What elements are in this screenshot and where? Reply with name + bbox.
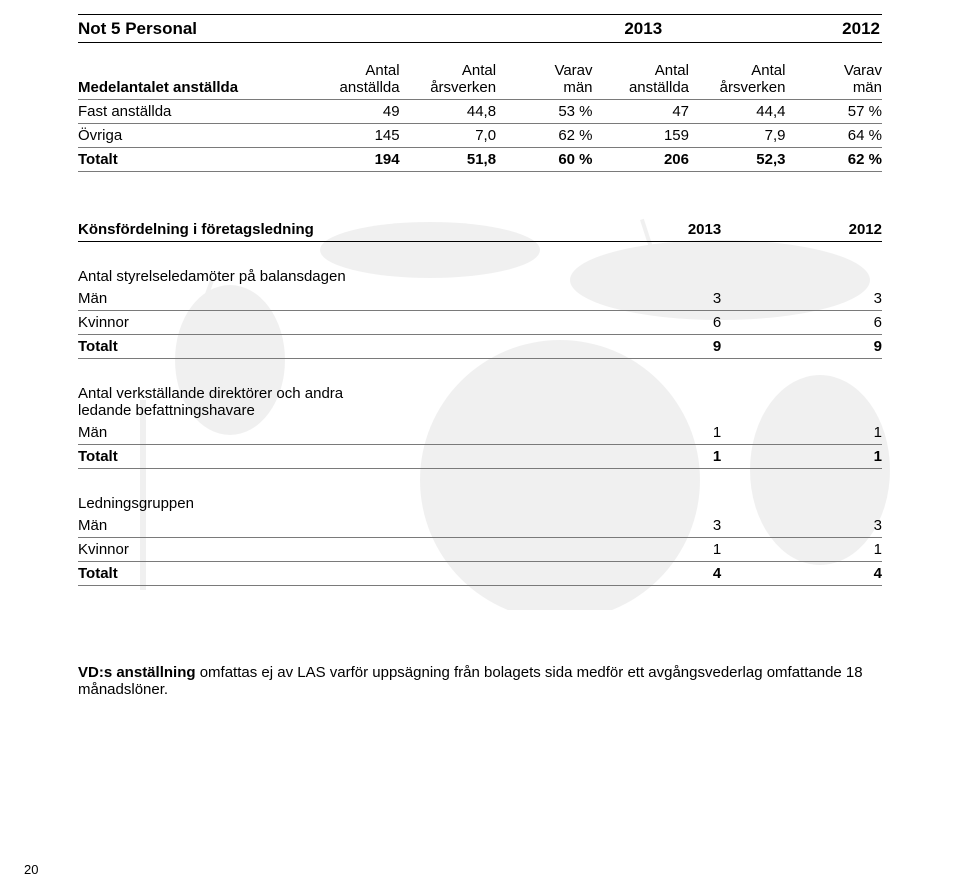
gender-year1: 2013 — [560, 218, 721, 242]
row-label: Totalt — [78, 148, 303, 172]
row-label: Kvinnor — [78, 538, 560, 562]
row-value: 44,8 — [400, 100, 496, 124]
section-management: Ledningsgruppen Män33Kvinnor11Totalt44 — [78, 495, 882, 586]
t1-h-2012-a: Antalanställda — [593, 59, 689, 100]
row-value: 145 — [303, 124, 399, 148]
row-value: 47 — [593, 100, 689, 124]
row-value: 1 — [721, 538, 882, 562]
year-2012-header: 2012 — [842, 19, 882, 39]
row-value: 49 — [303, 100, 399, 124]
section-c-title: Ledningsgruppen — [78, 495, 882, 514]
row-value: 7,9 — [689, 124, 785, 148]
row-label: Kvinnor — [78, 311, 560, 335]
t1-h-2013-b: Antalårsverken — [400, 59, 496, 100]
row-value: 62 % — [496, 124, 592, 148]
row-value: 3 — [560, 287, 721, 311]
section-board-members: Antal styrelseledamöter på balansdagen M… — [78, 268, 882, 359]
t1-h-2013-a: Antalanställda — [303, 59, 399, 100]
row-label: Totalt — [78, 562, 560, 586]
row-value: 1 — [560, 421, 721, 445]
gender-year2: 2012 — [721, 218, 882, 242]
row-value: 1 — [560, 538, 721, 562]
row-value: 4 — [560, 562, 721, 586]
table-row: Totalt44 — [78, 562, 882, 586]
row-value: 51,8 — [400, 148, 496, 172]
row-value: 3 — [721, 514, 882, 538]
employees-table: Medelantalet anställda Antalanställda An… — [78, 59, 882, 172]
t1-h-2012-b: Antalårsverken — [689, 59, 785, 100]
row-value: 44,4 — [689, 100, 785, 124]
section-b-title-line1: Antal verkställande direktörer och andra — [78, 385, 882, 402]
footnote: VD:s anställning omfattas ej av LAS varf… — [78, 664, 882, 698]
row-value: 206 — [593, 148, 689, 172]
table-row: Kvinnor11 — [78, 538, 882, 562]
row-value: 62 % — [785, 148, 882, 172]
row-value: 1 — [560, 445, 721, 469]
footnote-rest: omfattas ej av LAS varför uppsägning frå… — [78, 664, 863, 698]
row-value: 194 — [303, 148, 399, 172]
row-value: 3 — [560, 514, 721, 538]
row-value: 52,3 — [689, 148, 785, 172]
table-row: Totalt19451,860 %20652,362 % — [78, 148, 882, 172]
row-value: 159 — [593, 124, 689, 148]
row-value: 9 — [560, 335, 721, 359]
row-label: Totalt — [78, 445, 560, 469]
table-row: Totalt11 — [78, 445, 882, 469]
section-ceo: Antal verkställande direktörer och andra… — [78, 385, 882, 469]
table-row: Totalt99 — [78, 335, 882, 359]
note-title: Not 5 Personal — [78, 19, 197, 39]
board-members-table: Män33Kvinnor66Totalt99 — [78, 287, 882, 359]
footnote-lead: VD:s anställning — [78, 664, 196, 681]
row-label: Män — [78, 421, 560, 445]
table-row: Män33 — [78, 514, 882, 538]
table-row: Män33 — [78, 287, 882, 311]
table-row: Män11 — [78, 421, 882, 445]
gender-title: Könsfördelning i företagsledning — [78, 218, 560, 242]
table-row: Övriga1457,062 %1597,964 % — [78, 124, 882, 148]
row-label: Övriga — [78, 124, 303, 148]
t1-h-2013-c: Varavmän — [496, 59, 592, 100]
year-2013-header: 2013 — [624, 19, 662, 39]
gender-distribution-header: Könsfördelning i företagsledning 2013 20… — [78, 218, 882, 242]
row-value: 7,0 — [400, 124, 496, 148]
management-table: Män33Kvinnor11Totalt44 — [78, 514, 882, 586]
ceo-table: Män11Totalt11 — [78, 421, 882, 469]
row-value: 1 — [721, 445, 882, 469]
table-row: Fast anställda4944,853 %4744,457 % — [78, 100, 882, 124]
page-number: 20 — [24, 862, 38, 877]
row-label: Män — [78, 514, 560, 538]
section-a-title: Antal styrelseledamöter på balansdagen — [78, 268, 882, 287]
t1-header-label: Medelantalet anställda — [78, 59, 303, 100]
row-value: 64 % — [785, 124, 882, 148]
t1-h-2012-c: Varavmän — [785, 59, 882, 100]
row-value: 6 — [721, 311, 882, 335]
section-b-title-line2: ledande befattningshavare — [78, 402, 882, 421]
row-value: 57 % — [785, 100, 882, 124]
row-value: 6 — [560, 311, 721, 335]
row-value: 60 % — [496, 148, 592, 172]
row-label: Män — [78, 287, 560, 311]
row-value: 4 — [721, 562, 882, 586]
row-label: Fast anställda — [78, 100, 303, 124]
row-value: 1 — [721, 421, 882, 445]
row-label: Totalt — [78, 335, 560, 359]
row-value: 53 % — [496, 100, 592, 124]
table-row: Kvinnor66 — [78, 311, 882, 335]
row-value: 3 — [721, 287, 882, 311]
note-title-row: Not 5 Personal 2013 2012 — [78, 15, 882, 42]
row-value: 9 — [721, 335, 882, 359]
